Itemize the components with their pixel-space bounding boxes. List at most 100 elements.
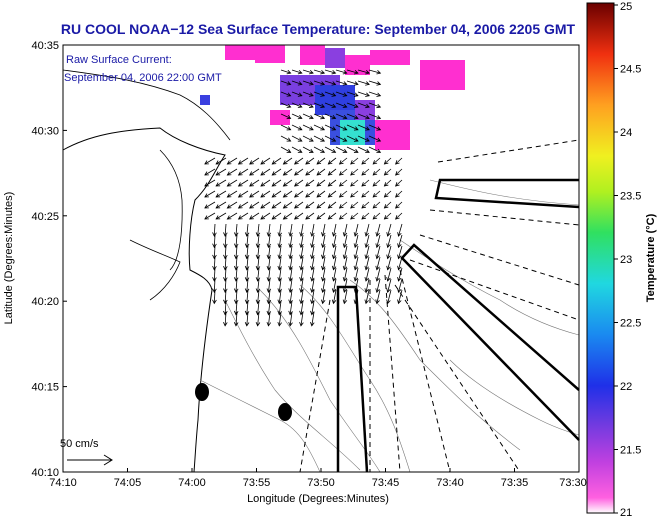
current-arrow — [299, 245, 304, 260]
current-arrow — [288, 245, 293, 260]
current-arrow — [233, 300, 239, 316]
current-arrow — [305, 157, 315, 165]
current-arrow — [291, 113, 303, 120]
current-arrow — [395, 157, 403, 165]
plot-background — [63, 45, 579, 472]
current-arrow — [293, 179, 304, 187]
current-arrow — [244, 311, 250, 327]
radar-beam-outlines — [336, 178, 580, 473]
current-arrow — [331, 234, 337, 249]
current-arrow — [342, 256, 348, 271]
current-arrow — [293, 168, 304, 176]
current-arrow — [293, 157, 304, 165]
current-arrow — [364, 289, 370, 305]
current-arrow — [223, 256, 228, 271]
current-arrow — [237, 212, 249, 220]
x-axis-label: Longitude (Degrees:Minutes) — [247, 493, 389, 505]
current-arrow — [383, 157, 392, 165]
annotation-line-2: September 04, 2006 22:00 GMT — [64, 72, 222, 84]
current-arrow — [321, 245, 326, 260]
current-arrow — [357, 69, 370, 75]
current-arrow — [212, 256, 217, 271]
current-arrow — [215, 212, 227, 220]
current-arrow — [357, 124, 370, 131]
current-arrow — [357, 91, 370, 97]
current-arrow — [280, 113, 292, 120]
x-tick-label: 73:30 — [559, 477, 587, 489]
x-tick-label: 73:55 — [243, 477, 271, 489]
current-arrow — [212, 245, 217, 260]
current-arrow — [397, 267, 403, 282]
current-arrow — [233, 311, 239, 327]
current-arrow — [386, 267, 392, 282]
colorbar — [586, 2, 615, 514]
current-arrow — [249, 179, 260, 187]
current-arrow — [305, 201, 315, 209]
current-arrow — [293, 212, 304, 220]
current-arrow — [249, 190, 260, 198]
current-arrow — [244, 256, 250, 271]
current-arrow — [310, 256, 315, 271]
current-arrow — [280, 91, 292, 97]
current-arrow — [321, 256, 326, 271]
current-arrow — [282, 190, 293, 198]
colorbar-tick-label: 21 — [620, 507, 632, 518]
colorbar-tick-label: 23 — [620, 254, 632, 266]
current-arrow — [249, 157, 260, 165]
current-arrow — [386, 223, 392, 237]
current-arrow — [302, 102, 314, 108]
coastline-upper — [62, 69, 231, 141]
current-arrow — [397, 234, 403, 249]
current-arrow — [321, 234, 326, 249]
current-arrow — [260, 212, 271, 220]
current-arrow — [255, 267, 261, 282]
current-arrow — [316, 190, 326, 198]
current-arrow — [299, 234, 304, 249]
y-tick-label: 40:15 — [31, 382, 59, 394]
current-arrow — [335, 102, 348, 109]
x-tick-label: 74:10 — [49, 477, 77, 489]
current-arrow — [255, 234, 261, 249]
current-arrow — [280, 124, 292, 131]
current-arrow — [310, 223, 315, 237]
current-arrow — [266, 234, 272, 249]
current-arrow — [324, 91, 337, 97]
current-arrow — [233, 245, 239, 260]
current-arrow — [299, 278, 304, 294]
current-arrow — [310, 311, 315, 327]
current-arrow — [299, 256, 304, 271]
current-arrow — [226, 157, 238, 165]
current-arrow — [397, 245, 403, 260]
current-arrow — [316, 179, 326, 187]
current-arrow — [204, 157, 216, 165]
current-arrow — [313, 113, 326, 120]
current-arrow — [357, 146, 370, 154]
current-arrow — [305, 168, 315, 176]
current-arrow — [327, 212, 337, 220]
current-arrow — [288, 267, 293, 282]
current-arrow — [260, 179, 271, 187]
current-arrow — [288, 223, 293, 237]
current-arrow — [305, 179, 315, 187]
current-arrow — [324, 135, 337, 142]
current-arrow — [346, 91, 359, 97]
current-arrow — [361, 201, 370, 209]
current-arrow — [375, 256, 381, 271]
current-arrow — [331, 256, 337, 271]
current-arrow — [302, 91, 314, 97]
current-arrow — [327, 179, 337, 187]
y-tick-label: 40:30 — [31, 125, 59, 137]
current-arrow — [375, 289, 381, 305]
current-arrow — [324, 146, 337, 153]
current-arrow — [372, 190, 381, 198]
current-arrow — [342, 278, 348, 293]
current-arrow — [204, 201, 216, 209]
colorbar-tick-label: 22 — [620, 381, 632, 393]
current-arrow — [395, 168, 403, 176]
current-arrow — [310, 234, 315, 249]
current-arrow — [280, 102, 292, 108]
y-tick-label: 40:25 — [31, 211, 59, 223]
current-arrow — [397, 223, 403, 237]
y-tick-label: 40:35 — [31, 40, 59, 52]
current-arrow — [266, 245, 272, 260]
